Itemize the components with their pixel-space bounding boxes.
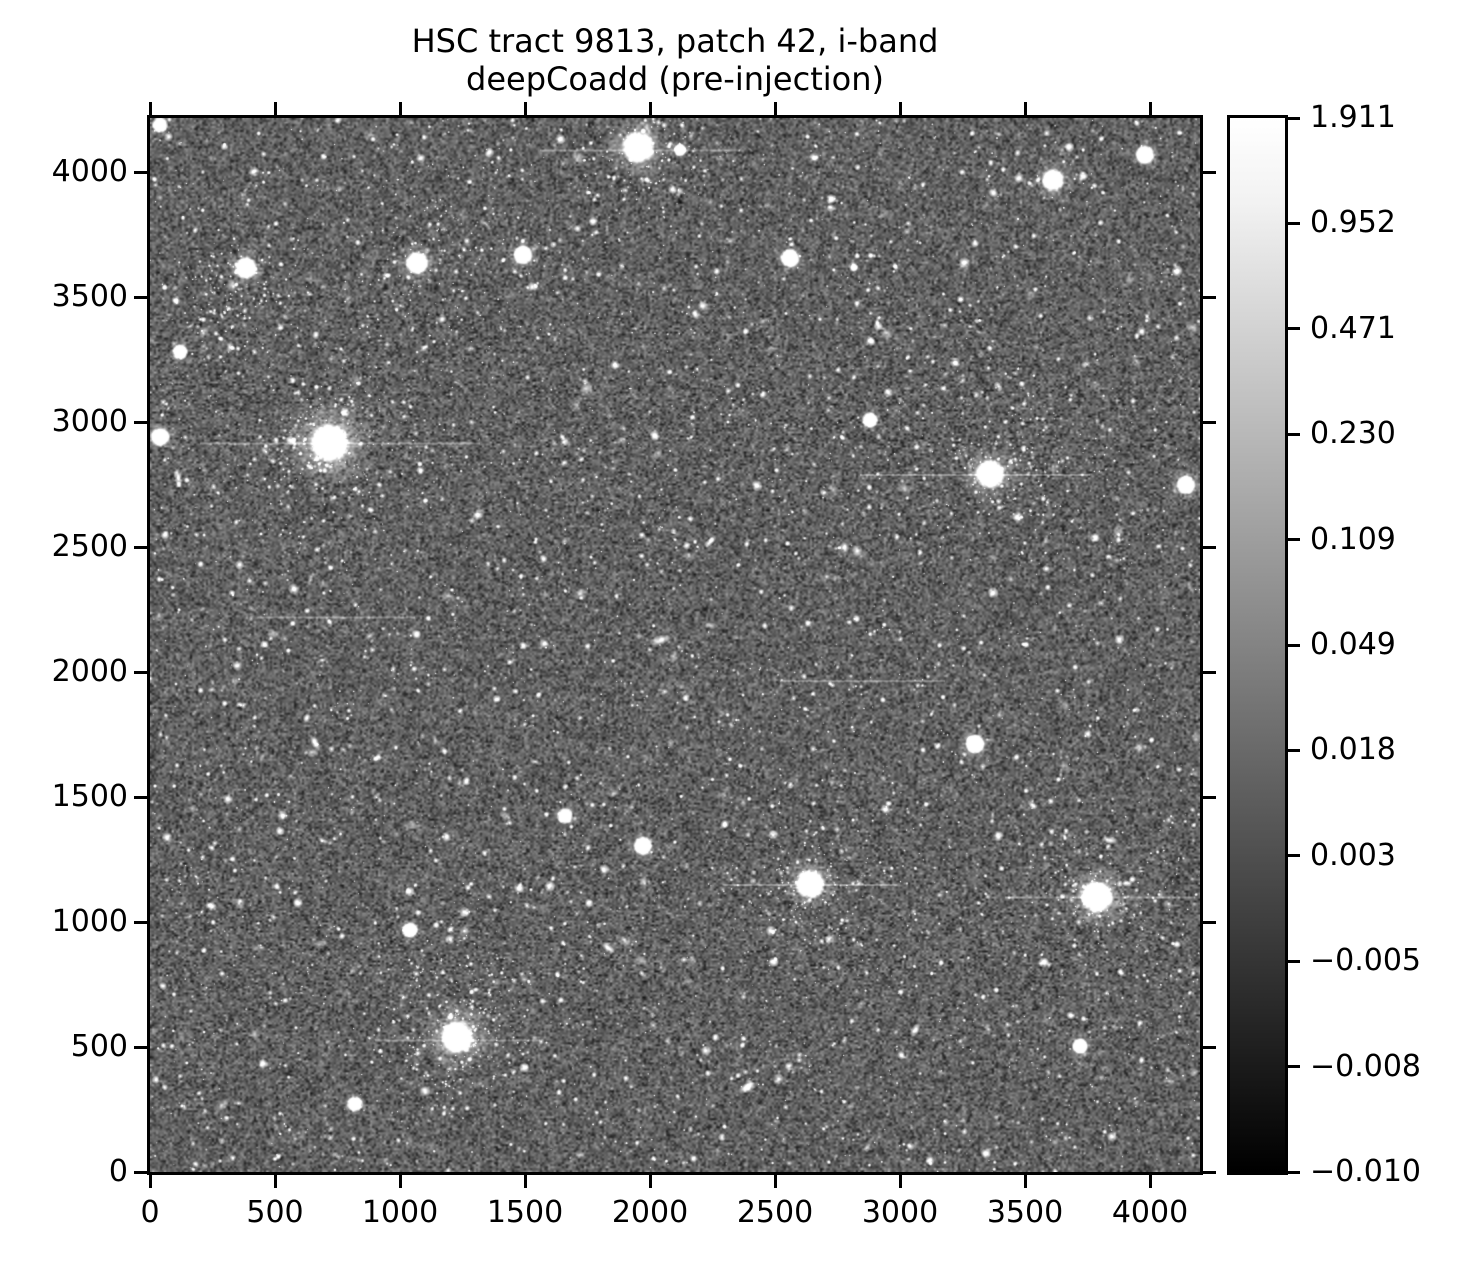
deepcoadd-star-field-image <box>150 118 1200 1172</box>
y-tick-label: 2500 <box>51 529 128 564</box>
x-tick-label: 4000 <box>1111 1195 1189 1230</box>
x-axis-tick <box>148 1175 152 1188</box>
colorbar-gradient <box>1230 118 1285 1172</box>
colorbar-tick-label: 0.018 <box>1310 732 1396 768</box>
colorbar-tick <box>1288 643 1300 647</box>
x-axis-top-tick <box>648 102 652 115</box>
x-axis-tick <box>1023 1175 1027 1188</box>
x-axis-tick <box>523 1175 527 1188</box>
colorbar-tick <box>1288 538 1300 542</box>
plot-title: HSC tract 9813, patch 42, i-band deepCoa… <box>147 22 1203 98</box>
x-axis-top-tick <box>898 102 902 115</box>
x-axis-tick <box>398 1175 402 1188</box>
y-axis-right-tick <box>1203 170 1216 174</box>
colorbar-tick <box>1288 221 1300 225</box>
x-tick-label: 2000 <box>611 1195 689 1230</box>
x-tick-label: 0 <box>140 1195 160 1230</box>
colorbar-tick <box>1288 1170 1300 1174</box>
plot-title-line1: HSC tract 9813, patch 42, i-band <box>411 22 939 60</box>
x-axis-top-tick <box>273 102 277 115</box>
colorbar-tick-label: 0.230 <box>1310 416 1396 452</box>
colorbar-tick-label: 0.109 <box>1310 521 1396 557</box>
x-axis-tick <box>773 1175 777 1188</box>
y-axis-tick <box>134 795 147 799</box>
x-tick-label: 500 <box>246 1195 304 1230</box>
y-axis-tick <box>134 170 147 174</box>
y-axis-right-tick <box>1203 1170 1216 1174</box>
y-axis-right-tick <box>1203 295 1216 299</box>
y-axis-tick <box>134 1170 147 1174</box>
colorbar-tick-label: 0.471 <box>1310 310 1396 346</box>
x-axis-tick <box>648 1175 652 1188</box>
x-tick-label: 2500 <box>736 1195 814 1230</box>
colorbar-tick <box>1288 959 1300 963</box>
y-axis-tick <box>134 420 147 424</box>
colorbar-tick-label: −0.008 <box>1310 1048 1422 1084</box>
x-tick-label: 1000 <box>361 1195 439 1230</box>
colorbar-tick-label: 0.003 <box>1310 837 1396 873</box>
y-axis-tick <box>134 1045 147 1049</box>
colorbar-tick-label: 1.911 <box>1310 100 1396 135</box>
y-axis-tick <box>134 670 147 674</box>
x-axis-tick <box>898 1175 902 1188</box>
y-axis-right-tick <box>1203 545 1216 549</box>
y-tick-label: 3000 <box>51 404 128 439</box>
y-axis-right-tick <box>1203 420 1216 424</box>
colorbar-tick-label: 0.952 <box>1310 205 1396 241</box>
x-axis-top-tick <box>1023 102 1027 115</box>
colorbar-tick-label: −0.010 <box>1310 1154 1422 1189</box>
y-axis-right-tick <box>1203 670 1216 674</box>
image-axes <box>147 115 1203 1175</box>
colorbar-tick-label: −0.005 <box>1310 943 1422 979</box>
colorbar-tick <box>1288 116 1300 120</box>
y-axis-tick <box>134 545 147 549</box>
y-axis-tick <box>134 920 147 924</box>
x-axis-top-tick <box>148 102 152 115</box>
x-axis-top-tick <box>1148 102 1152 115</box>
x-axis-tick <box>1148 1175 1152 1188</box>
y-tick-label: 0 <box>108 1154 128 1189</box>
x-axis-top-tick <box>523 102 527 115</box>
y-tick-label: 3500 <box>51 279 128 314</box>
colorbar-tick <box>1288 1065 1300 1069</box>
y-axis-right-tick <box>1203 1045 1216 1049</box>
x-axis-tick <box>273 1175 277 1188</box>
colorbar-tick <box>1288 327 1300 331</box>
y-tick-label: 4000 <box>51 154 128 189</box>
y-axis-right-tick <box>1203 920 1216 924</box>
y-tick-label: 2000 <box>51 654 128 689</box>
colorbar-tick <box>1288 854 1300 858</box>
x-axis-top-tick <box>398 102 402 115</box>
colorbar <box>1227 115 1288 1175</box>
y-axis-right-tick <box>1203 795 1216 799</box>
x-axis-top-tick <box>773 102 777 115</box>
colorbar-tick <box>1288 432 1300 436</box>
x-tick-label: 3000 <box>861 1195 939 1230</box>
plot-title-line2: deepCoadd (pre-injection) <box>466 60 884 98</box>
colorbar-tick-label: 0.049 <box>1310 627 1396 662</box>
y-tick-label: 1000 <box>51 904 128 939</box>
y-tick-label: 500 <box>70 1029 128 1064</box>
x-tick-label: 1500 <box>486 1195 564 1230</box>
y-axis-tick <box>134 295 147 299</box>
x-tick-label: 3500 <box>986 1195 1064 1230</box>
colorbar-tick <box>1288 748 1300 752</box>
y-tick-label: 1500 <box>51 779 128 814</box>
